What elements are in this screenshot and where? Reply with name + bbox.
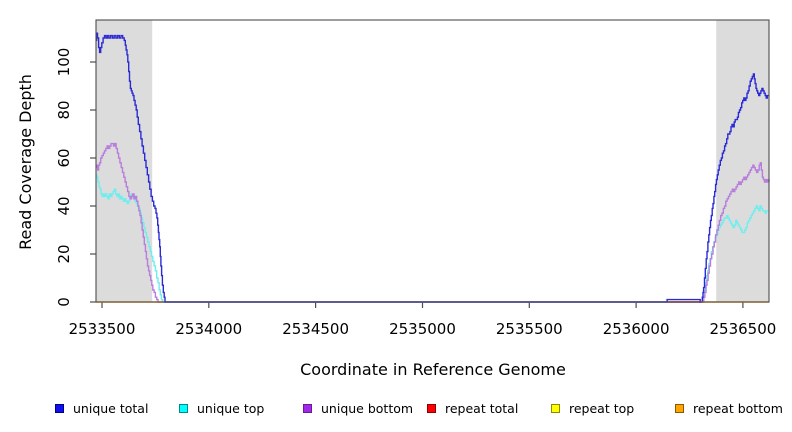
series-line-unique-top <box>96 174 769 303</box>
legend-label: repeat bottom <box>693 400 783 416</box>
legend-item-repeat-bottom: repeat bottom <box>675 399 783 417</box>
legend: unique total unique top unique bottom re… <box>0 399 792 423</box>
legend-label: repeat top <box>569 400 635 416</box>
y-tick-label: 60 <box>55 148 73 167</box>
legend-swatch-repeat-top-icon <box>551 403 560 413</box>
x-axis-title: Coordinate in Reference Genome <box>300 360 566 379</box>
series-line-unique-total <box>95 32 769 303</box>
legend-item-repeat-total: repeat total <box>427 399 518 417</box>
legend-swatch-repeat-bottom-icon <box>675 403 684 413</box>
x-tick-label: 2533500 <box>69 320 136 338</box>
plot-frame <box>95 19 770 303</box>
y-tick-label: 100 <box>55 48 73 77</box>
x-tick-label: 2534000 <box>175 320 242 338</box>
x-tick-label: 2535000 <box>389 320 456 338</box>
y-tick-label: 80 <box>55 100 73 119</box>
legend-item-unique-bottom: unique bottom <box>303 399 413 417</box>
x-tick-label: 2534500 <box>282 320 349 338</box>
legend-swatch-unique-total-icon <box>55 403 64 413</box>
legend-label: repeat total <box>445 400 519 416</box>
legend-item-unique-top: unique top <box>179 399 264 417</box>
x-tick-label: 2536000 <box>603 320 670 338</box>
series-line-unique-bottom <box>96 142 770 303</box>
y-axis-title: Read Coverage Depth <box>16 74 35 250</box>
y-tick-label: 20 <box>55 244 73 263</box>
y-tick-label: 0 <box>55 297 73 307</box>
legend-swatch-unique-top-icon <box>179 403 188 413</box>
y-tick-label: 40 <box>55 196 73 215</box>
legend-swatch-repeat-total-icon <box>427 403 436 413</box>
legend-swatch-unique-bottom-icon <box>303 403 312 413</box>
repeat-region-band <box>716 20 769 302</box>
legend-label: unique bottom <box>321 400 414 416</box>
legend-item-repeat-top: repeat top <box>551 399 634 417</box>
legend-label: unique top <box>197 400 265 416</box>
legend-label: unique total <box>73 400 149 416</box>
x-tick-label: 2535500 <box>496 320 563 338</box>
x-tick-label: 2536500 <box>709 320 776 338</box>
legend-item-unique-total: unique total <box>55 399 148 417</box>
repeat-region-band <box>96 20 153 302</box>
